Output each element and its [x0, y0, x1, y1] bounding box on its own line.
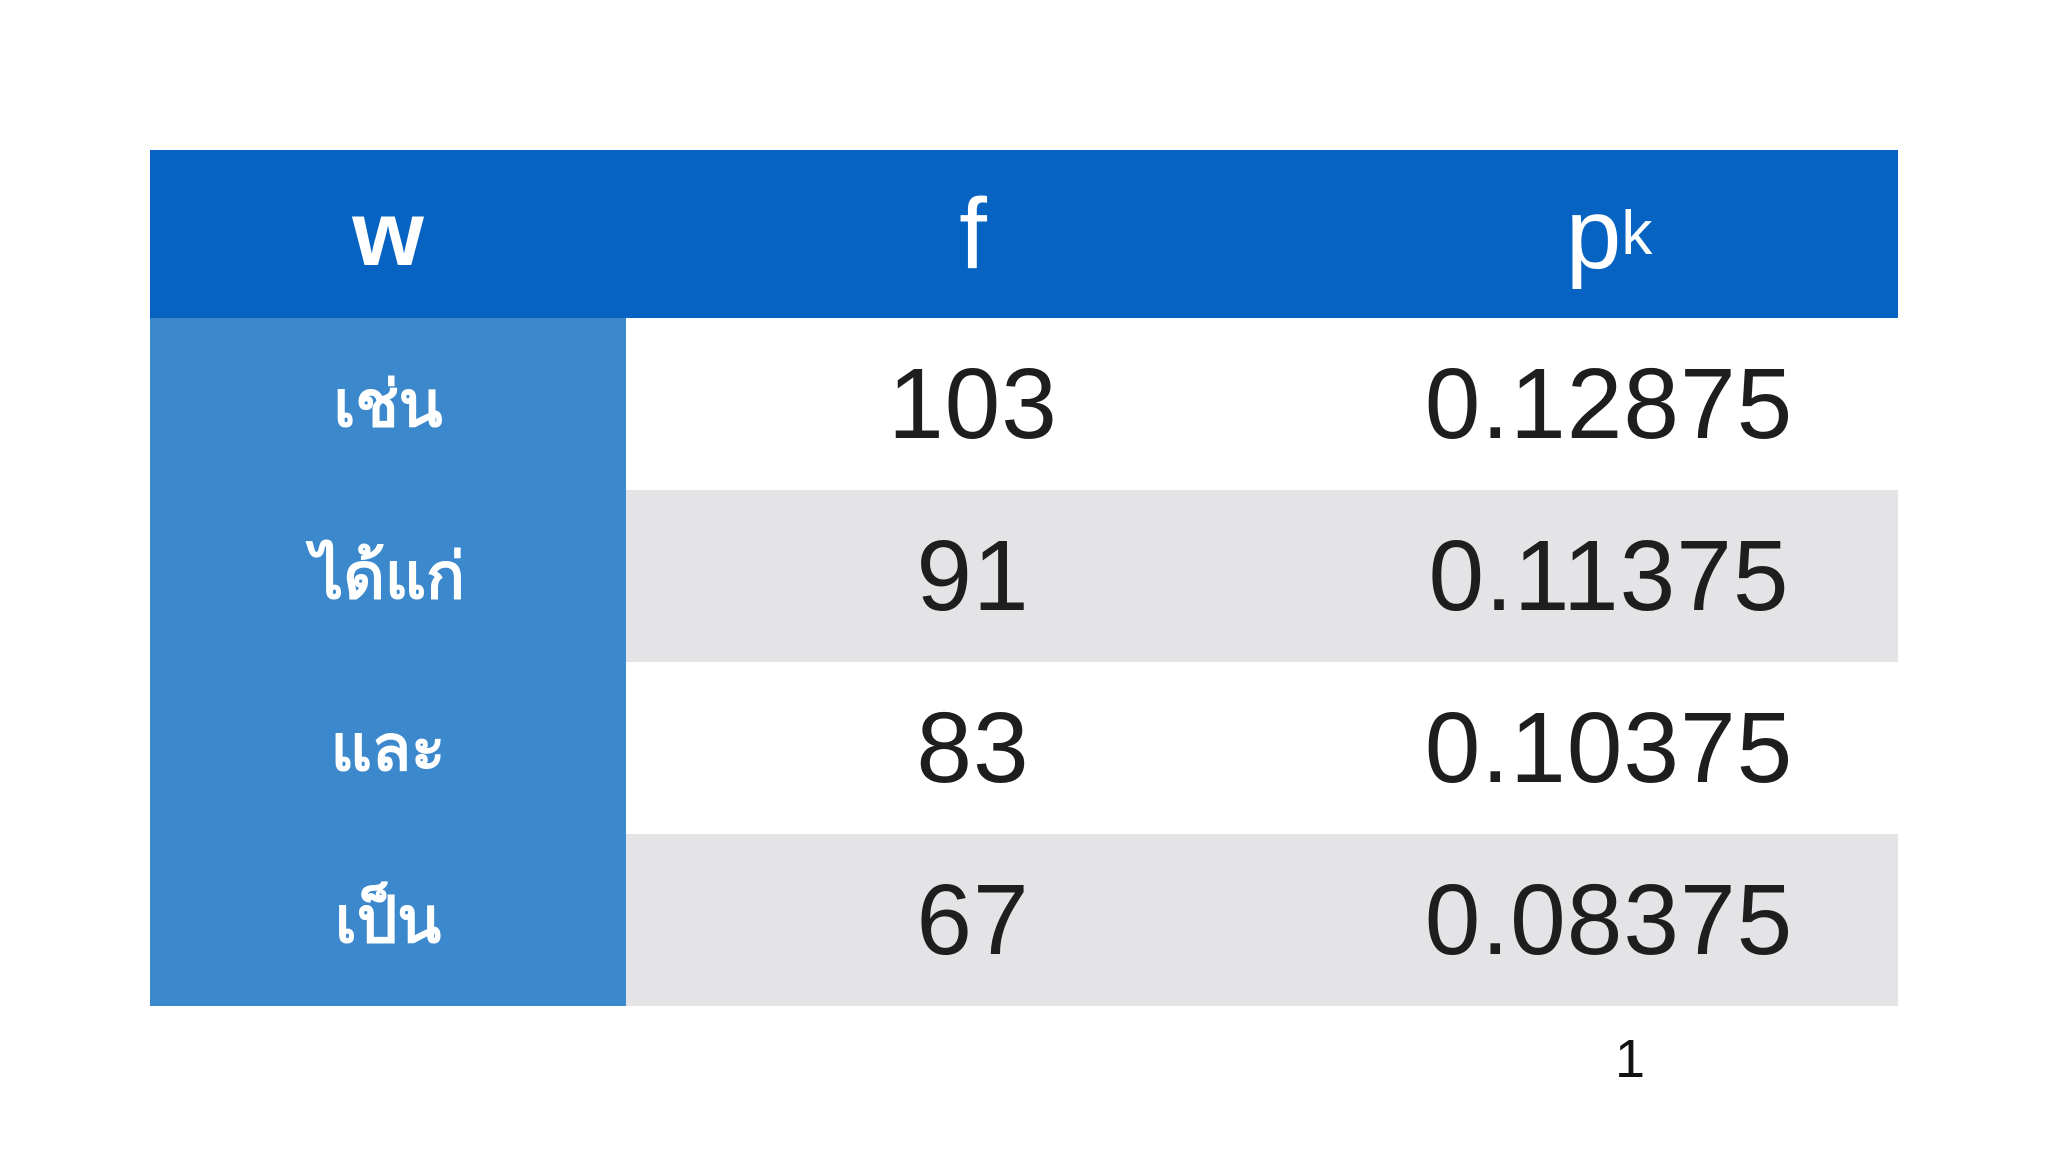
table-row: เช่น 103 0.12875: [150, 318, 1898, 490]
word-cell: ได้แก่: [150, 490, 626, 662]
probability-cell: 0.10375: [1320, 662, 1898, 834]
table-row: เป็น 67 0.08375: [150, 834, 1898, 1006]
frequency-cell: 91: [626, 490, 1320, 662]
probability-cell: 0.12875: [1320, 318, 1898, 490]
page-number: 1: [1614, 1029, 1646, 1089]
table-row: ได้แก่ 91 0.11375: [150, 490, 1898, 662]
frequency-cell: 103: [626, 318, 1320, 490]
table-row: และ 83 0.10375: [150, 662, 1898, 834]
header-cell-w: w: [352, 182, 424, 285]
probability-cell: 0.08375: [1320, 834, 1898, 1006]
word-cell: และ: [150, 662, 626, 834]
frequency-cell: 83: [626, 662, 1320, 834]
word-cell: เป็น: [150, 834, 626, 1006]
header-pk-base: p: [1565, 177, 1622, 290]
word-cell: เช่น: [150, 318, 626, 490]
frequency-cell: 67: [626, 834, 1320, 1006]
probability-cell: 0.11375: [1320, 490, 1898, 662]
header-cell-f: f: [959, 177, 987, 290]
